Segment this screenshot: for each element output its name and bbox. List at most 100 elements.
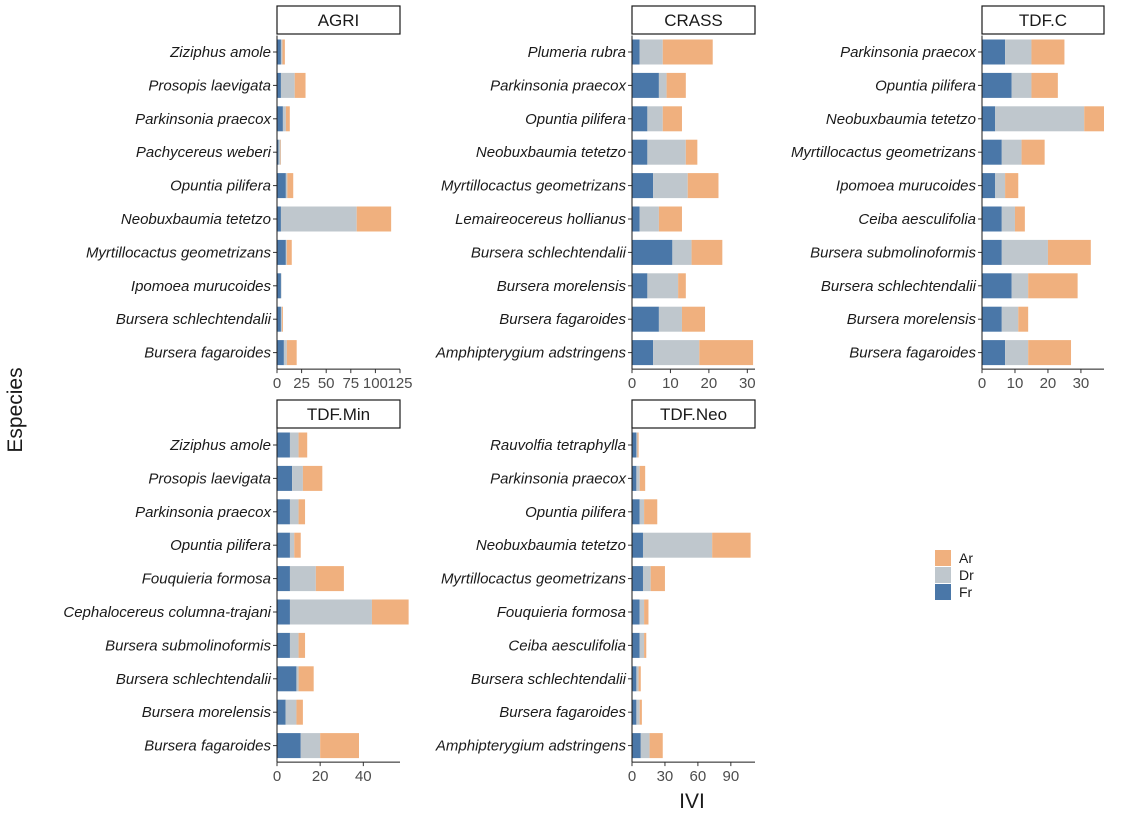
legend-swatch-ar xyxy=(935,550,951,566)
bar-segment-dr xyxy=(1011,72,1032,98)
species-label: Rauvolfia tetraphylla xyxy=(490,437,626,454)
bar-segment-dr xyxy=(647,106,663,132)
x-tick-label: 10 xyxy=(1007,375,1024,392)
bar-segment-dr xyxy=(296,666,299,692)
bar-segment-dr xyxy=(289,499,299,525)
panel-tdf-c: TDF.C Parkinsonia praecox Opuntia pilifera… xyxy=(791,5,1105,392)
bar-segment-ar xyxy=(638,666,641,692)
bar-segment-ar xyxy=(662,39,713,65)
bar-segment-fr xyxy=(632,340,654,366)
bar-segment-ar xyxy=(1084,106,1104,132)
species-label: Bursera schlechtendalii xyxy=(471,671,627,688)
bar-segment-ar xyxy=(281,306,283,332)
bar-segment-dr xyxy=(653,173,688,199)
species-label: Ipomoea murucoides xyxy=(131,278,272,295)
bar-segment-fr xyxy=(982,106,996,132)
bar-segment-ar xyxy=(639,465,646,491)
panel-tdf-neo: TDF.Neo Rauvolfia tetraphylla Parkinsonia … xyxy=(435,399,756,785)
species-label: Bursera morelensis xyxy=(497,278,627,295)
bar-segment-fr xyxy=(277,532,290,558)
bar-segment-dr xyxy=(280,72,295,98)
species-label: Pachycereus weberi xyxy=(136,144,272,161)
facet-strip-label: AGRI xyxy=(318,11,360,30)
bar-segment-fr xyxy=(277,139,279,165)
species-label: Bursera submolinoformis xyxy=(105,637,271,654)
bar-segment-ar xyxy=(637,432,639,458)
facet-strip-label: TDF.Neo xyxy=(660,405,727,424)
bar-segment-ar xyxy=(658,206,682,232)
bar-segment-fr xyxy=(277,632,290,658)
species-label: Parkinsonia praecox xyxy=(135,504,271,521)
bar-segment-fr xyxy=(632,566,643,592)
species-label: Parkinsonia praecox xyxy=(490,470,626,487)
bar-segment-ar xyxy=(1028,340,1072,366)
bar-segment-dr xyxy=(289,599,372,625)
facet-strip-label: CRASS xyxy=(664,11,723,30)
bar-segment-fr xyxy=(632,465,637,491)
species-label: Bursera morelensis xyxy=(142,704,272,721)
bar-segment-ar xyxy=(286,239,292,265)
bar-segment-fr xyxy=(632,239,673,265)
x-tick-label: 75 xyxy=(342,375,359,392)
panel-crass: CRASS Plumeria rubra Parkinsonia praecox Op… xyxy=(435,5,756,392)
bar-segment-dr xyxy=(289,566,316,592)
bar-segment-dr xyxy=(1001,206,1015,232)
bar-segment-dr xyxy=(280,39,283,65)
bar-segment-dr xyxy=(285,699,297,725)
bar-segment-ar xyxy=(1005,173,1019,199)
species-label: Opuntia pilifera xyxy=(170,178,271,195)
bar-segment-dr xyxy=(640,733,650,759)
bar-segment-fr xyxy=(632,532,643,558)
species-label: Ipomoea murucoides xyxy=(836,178,977,195)
legend-label-fr: Fr xyxy=(959,584,973,600)
species-label: Opuntia pilifera xyxy=(875,77,976,94)
bar-segment-fr xyxy=(632,72,659,98)
bar-segment-dr xyxy=(278,139,281,165)
species-label: Bursera schlechtendalii xyxy=(471,244,627,261)
bar-segment-dr xyxy=(639,499,645,525)
species-label: Fouquieria formosa xyxy=(497,604,626,621)
bar-segment-ar xyxy=(687,173,719,199)
bar-segment-ar xyxy=(1021,139,1045,165)
bar-segment-ar xyxy=(315,566,344,592)
bar-segment-dr xyxy=(642,532,713,558)
x-tick-label: 0 xyxy=(628,768,636,785)
bar-segment-dr xyxy=(658,306,682,332)
bar-segment-fr xyxy=(982,206,1002,232)
bar-segment-dr xyxy=(672,239,692,265)
bar-segment-dr xyxy=(283,340,287,366)
bar-segment-fr xyxy=(277,239,286,265)
species-label: Amphipterygium adstringens xyxy=(435,345,627,362)
species-label: Myrtillocactus geometrizans xyxy=(791,144,977,161)
x-tick-label: 90 xyxy=(722,768,739,785)
bar-segment-dr xyxy=(1001,239,1048,265)
bar-segment-dr xyxy=(282,106,286,132)
x-tick-label: 100 xyxy=(363,375,388,392)
bar-segment-ar xyxy=(285,106,290,132)
species-label: Bursera fagaroides xyxy=(144,345,271,362)
panels-layer: AGRI Ziziphus amole Prosopis laevigata Park… xyxy=(63,5,1105,785)
bar-segment-fr xyxy=(632,273,648,299)
species-label: Myrtillocactus geometrizans xyxy=(441,178,627,195)
bar-segment-ar xyxy=(286,340,297,366)
bar-segment-ar xyxy=(685,139,698,165)
bar-segment-dr xyxy=(300,733,321,759)
bar-segment-ar xyxy=(320,733,359,759)
legend-swatch-fr xyxy=(935,584,951,600)
x-tick-label: 50 xyxy=(318,375,335,392)
bar-segment-fr xyxy=(632,432,637,458)
x-tick-label: 30 xyxy=(739,375,756,392)
species-label: Ziziphus amole xyxy=(169,44,271,61)
facet-strip xyxy=(276,5,401,35)
species-label: Lemaireocereus hollianus xyxy=(455,211,626,228)
bar-segment-fr xyxy=(277,273,281,299)
bar-segment-dr xyxy=(285,173,288,199)
bar-segment-dr xyxy=(289,632,299,658)
species-label: Bursera schlechtendalii xyxy=(116,311,272,328)
x-tick-label: 30 xyxy=(657,768,674,785)
species-label: Prosopis laevigata xyxy=(148,470,271,487)
bar-segment-fr xyxy=(632,733,641,759)
bar-segment-dr xyxy=(995,173,1006,199)
bar-segment-dr xyxy=(289,432,299,458)
bar-segment-fr xyxy=(277,465,293,491)
